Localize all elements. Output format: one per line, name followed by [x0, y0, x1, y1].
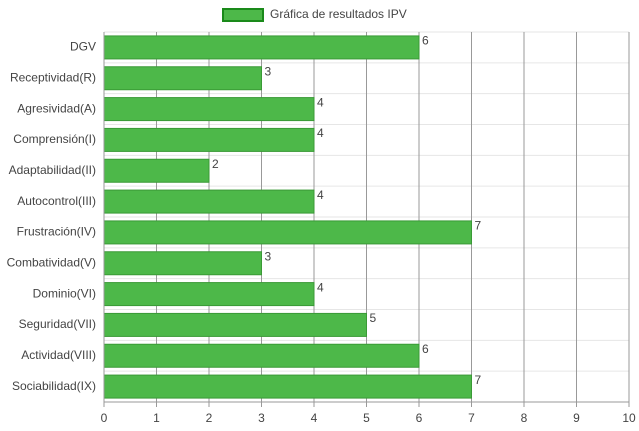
y-tick-label: Frustración(IV) [17, 225, 96, 239]
y-tick-label: Dominio(VI) [33, 286, 96, 300]
bar [103, 312, 367, 337]
legend-label: Gráfica de resultados IPV [270, 7, 407, 21]
y-tick-label: Agresividad(A) [17, 101, 96, 115]
x-tick-label: 4 [311, 411, 318, 425]
y-tick-label: Actividad(VIII) [21, 348, 96, 362]
data-label: 4 [317, 188, 324, 202]
data-label: 4 [317, 126, 324, 140]
data-label: 4 [317, 95, 324, 109]
data-label: 6 [422, 34, 429, 48]
bar [103, 282, 315, 307]
y-tick-label: Autocontrol(III) [17, 194, 96, 208]
y-tick-label: Seguridad(VII) [19, 317, 96, 331]
bar [103, 189, 315, 214]
data-label: 7 [475, 219, 482, 233]
y-tick-label: Comprensión(I) [13, 132, 96, 146]
bar [103, 220, 472, 245]
bar [103, 127, 315, 152]
data-label: 3 [265, 249, 272, 263]
x-tick-label: 7 [468, 411, 475, 425]
data-label: 5 [370, 311, 377, 325]
x-tick-label: 2 [206, 411, 213, 425]
bar [103, 35, 420, 60]
x-tick-label: 8 [521, 411, 528, 425]
data-label: 7 [475, 373, 482, 387]
x-tick-label: 0 [101, 411, 108, 425]
x-tick-label: 1 [153, 411, 160, 425]
y-tick-label: Receptividad(R) [10, 70, 96, 84]
bar [103, 251, 262, 276]
data-label: 6 [422, 342, 429, 356]
y-tick-label: DGV [70, 40, 96, 54]
data-label: 3 [265, 64, 272, 78]
x-tick-label: 6 [416, 411, 423, 425]
bar [103, 97, 315, 122]
legend-swatch [222, 8, 264, 22]
bar [103, 343, 420, 368]
bar [103, 374, 472, 399]
bar [103, 66, 262, 91]
x-tick-label: 9 [573, 411, 580, 425]
y-tick-label: Sociabilidad(IX) [12, 379, 96, 393]
y-tick-label: Combatividad(V) [7, 255, 96, 269]
data-label: 4 [317, 280, 324, 294]
x-tick-label: 3 [258, 411, 265, 425]
bar [103, 158, 210, 183]
y-tick-label: Adaptabilidad(II) [9, 163, 96, 177]
data-label: 2 [212, 157, 219, 171]
x-tick-label: 10 [622, 411, 636, 425]
x-tick-label: 5 [363, 411, 370, 425]
